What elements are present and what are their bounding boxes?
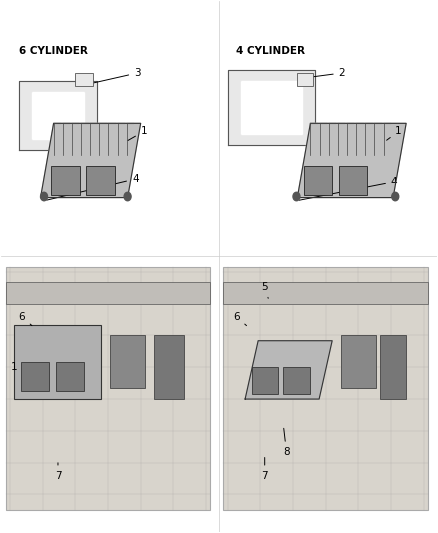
Circle shape (124, 192, 131, 201)
Text: 1: 1 (387, 126, 402, 140)
Text: 5: 5 (261, 282, 268, 298)
Polygon shape (19, 81, 97, 150)
Circle shape (293, 192, 300, 201)
FancyBboxPatch shape (154, 335, 184, 399)
Text: 7: 7 (261, 457, 268, 481)
FancyBboxPatch shape (223, 282, 428, 304)
Text: 2: 2 (304, 68, 345, 78)
Text: 6: 6 (19, 312, 32, 326)
Text: 4 CYLINDER: 4 CYLINDER (237, 46, 305, 56)
FancyBboxPatch shape (304, 166, 332, 195)
Text: 1: 1 (128, 126, 147, 141)
Text: 3: 3 (93, 68, 141, 83)
FancyBboxPatch shape (380, 335, 406, 399)
Polygon shape (241, 81, 302, 134)
FancyBboxPatch shape (51, 166, 80, 195)
FancyBboxPatch shape (21, 362, 49, 391)
Text: 6 CYLINDER: 6 CYLINDER (19, 46, 88, 56)
FancyBboxPatch shape (223, 266, 428, 511)
Polygon shape (297, 123, 406, 198)
Text: 7: 7 (55, 463, 61, 481)
Text: 6: 6 (233, 312, 247, 326)
FancyBboxPatch shape (283, 367, 310, 394)
Polygon shape (41, 123, 141, 198)
Polygon shape (245, 341, 332, 399)
Text: 1: 1 (11, 362, 42, 375)
FancyBboxPatch shape (6, 266, 210, 511)
FancyBboxPatch shape (297, 73, 313, 86)
Circle shape (392, 192, 399, 201)
Polygon shape (32, 92, 84, 139)
FancyBboxPatch shape (341, 335, 376, 389)
Circle shape (41, 192, 47, 201)
FancyBboxPatch shape (252, 367, 278, 394)
FancyBboxPatch shape (86, 166, 115, 195)
FancyBboxPatch shape (6, 282, 210, 304)
FancyBboxPatch shape (110, 335, 145, 389)
FancyBboxPatch shape (339, 166, 367, 195)
FancyBboxPatch shape (14, 325, 102, 399)
FancyBboxPatch shape (75, 73, 93, 86)
Text: 8: 8 (283, 429, 290, 457)
FancyBboxPatch shape (56, 362, 84, 391)
Polygon shape (228, 70, 315, 144)
Text: 4: 4 (299, 176, 398, 200)
Text: 4: 4 (47, 174, 138, 200)
